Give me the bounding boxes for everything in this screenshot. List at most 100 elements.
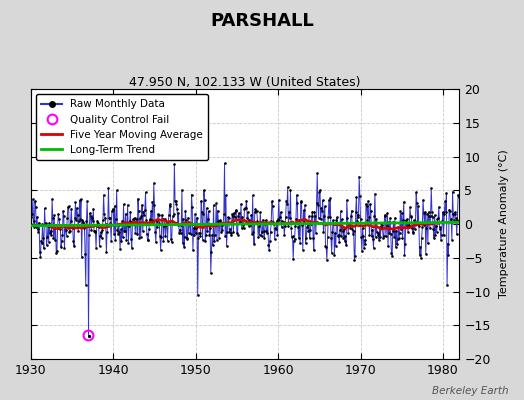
Point bbox=[350, 227, 358, 234]
Point bbox=[227, 232, 236, 238]
Point bbox=[268, 198, 276, 205]
Point bbox=[261, 217, 270, 224]
Point bbox=[135, 235, 144, 242]
Point bbox=[184, 214, 192, 221]
Point bbox=[248, 192, 257, 199]
Point bbox=[42, 242, 51, 248]
Point bbox=[306, 226, 314, 233]
Point bbox=[176, 226, 184, 233]
Point bbox=[69, 238, 78, 245]
Point bbox=[373, 229, 381, 236]
Point bbox=[352, 208, 360, 215]
Point bbox=[446, 218, 455, 225]
Point bbox=[226, 226, 234, 232]
Point bbox=[29, 218, 38, 224]
Point bbox=[71, 199, 80, 206]
Point bbox=[353, 218, 361, 224]
Point bbox=[262, 228, 270, 234]
Point bbox=[209, 242, 217, 248]
Point bbox=[321, 203, 329, 210]
Point bbox=[177, 230, 185, 236]
Point bbox=[64, 203, 73, 209]
Point bbox=[361, 241, 369, 247]
Point bbox=[239, 224, 248, 231]
Point bbox=[32, 224, 40, 230]
Point bbox=[233, 230, 241, 236]
Point bbox=[168, 218, 177, 224]
Point bbox=[113, 187, 121, 194]
Point bbox=[119, 201, 128, 208]
Point bbox=[336, 208, 345, 214]
Point bbox=[417, 254, 425, 261]
Point bbox=[324, 214, 332, 220]
Point bbox=[68, 224, 76, 230]
Point bbox=[248, 231, 256, 237]
Point bbox=[413, 200, 421, 206]
Point bbox=[412, 189, 420, 196]
Point bbox=[341, 238, 349, 244]
Y-axis label: Temperature Anomaly (°C): Temperature Anomaly (°C) bbox=[499, 150, 509, 298]
Point bbox=[217, 222, 226, 228]
Point bbox=[38, 221, 47, 227]
Point bbox=[131, 229, 139, 236]
Point bbox=[182, 217, 190, 223]
Point bbox=[215, 234, 223, 241]
Point bbox=[222, 192, 230, 198]
Point bbox=[387, 231, 395, 237]
Point bbox=[427, 212, 435, 219]
Point bbox=[264, 220, 272, 226]
Point bbox=[219, 227, 227, 233]
Point bbox=[210, 237, 219, 244]
Point bbox=[445, 208, 454, 214]
Point bbox=[80, 220, 89, 227]
Point bbox=[269, 219, 278, 225]
Point bbox=[257, 220, 265, 226]
Point bbox=[304, 228, 312, 234]
Point bbox=[383, 210, 391, 216]
Point bbox=[144, 237, 152, 243]
Point bbox=[366, 201, 374, 208]
Point bbox=[279, 219, 288, 226]
Point bbox=[345, 220, 353, 226]
Point bbox=[241, 205, 249, 211]
Point bbox=[50, 212, 58, 219]
Point bbox=[110, 230, 118, 237]
Point bbox=[411, 218, 420, 224]
Point bbox=[331, 230, 340, 236]
Point bbox=[155, 211, 163, 218]
Point bbox=[73, 212, 82, 218]
Point bbox=[165, 212, 173, 219]
Point bbox=[200, 197, 209, 204]
Point bbox=[175, 230, 183, 236]
Point bbox=[195, 229, 203, 236]
Point bbox=[429, 226, 438, 232]
Point bbox=[263, 230, 271, 236]
Point bbox=[61, 222, 69, 228]
Point bbox=[340, 226, 348, 232]
Point bbox=[188, 191, 196, 198]
Point bbox=[57, 244, 65, 250]
Point bbox=[138, 228, 147, 235]
Point bbox=[158, 212, 166, 218]
Point bbox=[27, 214, 35, 220]
Point bbox=[35, 219, 43, 226]
Point bbox=[261, 221, 269, 227]
Point bbox=[356, 192, 364, 199]
Point bbox=[257, 233, 266, 239]
Point bbox=[430, 235, 438, 241]
Point bbox=[321, 242, 330, 249]
Point bbox=[65, 229, 73, 235]
Point bbox=[76, 216, 84, 222]
Point bbox=[349, 230, 357, 237]
Point bbox=[347, 208, 356, 214]
Point bbox=[194, 235, 203, 242]
Point bbox=[213, 208, 222, 214]
Point bbox=[364, 198, 372, 204]
Point bbox=[160, 222, 168, 229]
Point bbox=[97, 229, 105, 235]
Point bbox=[344, 230, 352, 236]
Point bbox=[319, 197, 327, 204]
Point bbox=[255, 232, 264, 238]
Point bbox=[322, 244, 330, 250]
Point bbox=[303, 224, 311, 231]
